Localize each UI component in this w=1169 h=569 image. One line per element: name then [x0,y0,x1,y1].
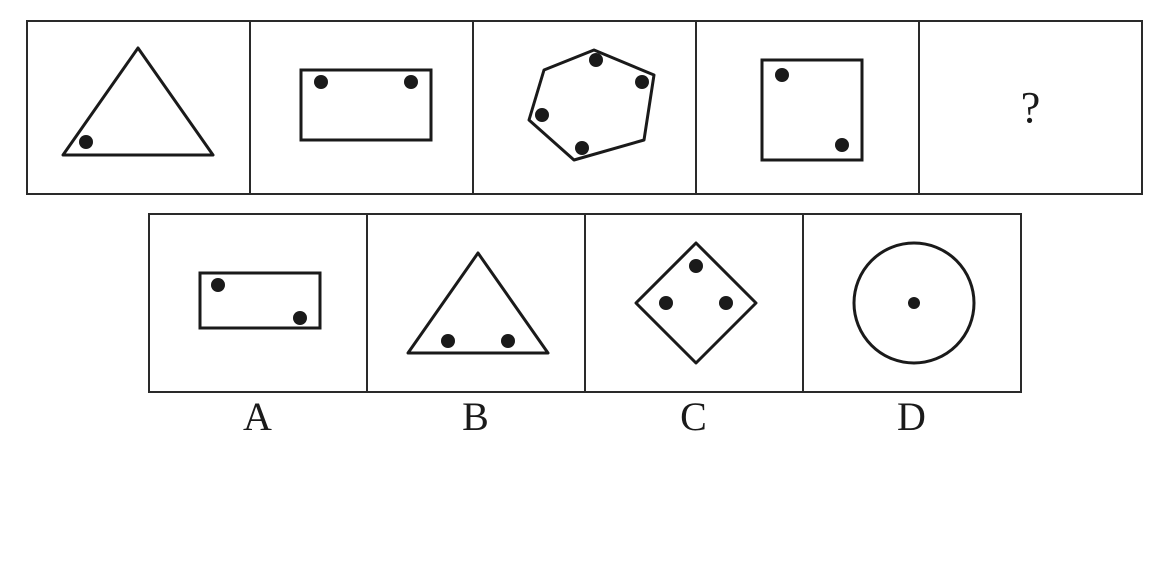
label-c: C [584,393,804,440]
answer-cell-c[interactable] [584,213,804,393]
sequence-cell-1 [26,20,251,195]
answer-shape-b [368,213,584,393]
sequence-cell-3 [472,20,697,195]
sequence-cell-2 [249,20,474,195]
answer-labels: A B C D [148,393,1022,440]
shape-square [697,20,918,195]
answer-row [148,213,1022,393]
label-d: D [802,393,1022,440]
label-b: B [366,393,586,440]
sequence-cell-question: ? [918,20,1143,195]
sequence-cell-4 [695,20,920,195]
label-a: A [148,393,368,440]
answer-shape-a [150,213,366,393]
shape-triangle [28,20,249,195]
question-mark: ? [1021,82,1041,133]
sequence-row: ? [26,20,1143,195]
answers-block: A B C D [148,213,1022,440]
shape-rectangle [251,20,472,195]
answer-shape-c [586,213,802,393]
answer-cell-a[interactable] [148,213,368,393]
answer-shape-d [804,213,1020,393]
puzzle-container: ? A B C D [20,20,1149,440]
answer-cell-d[interactable] [802,213,1022,393]
answer-cell-b[interactable] [366,213,586,393]
shape-hexagon [474,20,695,195]
